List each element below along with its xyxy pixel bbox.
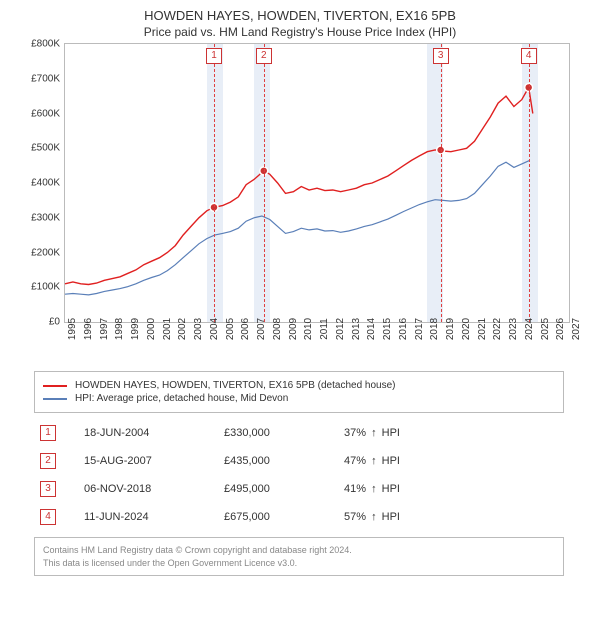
x-tick-label: 1997 [99,318,110,340]
event-row-badge: 1 [40,425,56,441]
y-tick-label: £600K [31,108,60,119]
event-row-price: £675,000 [224,511,344,523]
event-row-date: 06-NOV-2018 [84,483,224,495]
arrow-up-icon: ↑ [371,427,377,439]
x-tick-label: 2000 [146,318,157,340]
x-tick-label: 2012 [335,318,346,340]
event-row-price: £435,000 [224,455,344,467]
legend-item: HPI: Average price, detached house, Mid … [43,393,555,404]
x-tick-label: 2003 [193,318,204,340]
x-tick-label: 2002 [177,318,188,340]
x-tick-label: 2005 [225,318,236,340]
x-tick-label: 2007 [256,318,267,340]
x-tick-label: 2020 [461,318,472,340]
event-row-badge: 2 [40,453,56,469]
y-axis-labels: £0£100K£200K£300K£400K£500K£600K£700K£80… [20,43,64,323]
event-row-rel: 57% ↑ HPI [344,511,564,523]
y-tick-label: £700K [31,73,60,84]
x-tick-label: 2026 [555,318,566,340]
event-row-date: 15-AUG-2007 [84,455,224,467]
x-tick-label: 2025 [540,318,551,340]
x-tick-label: 1995 [67,318,78,340]
series-line [65,160,530,295]
event-badge: 4 [521,48,537,64]
legend-item: HOWDEN HAYES, HOWDEN, TIVERTON, EX16 5PB… [43,380,555,391]
x-tick-label: 2006 [240,318,251,340]
x-tick-label: 2022 [492,318,503,340]
y-tick-label: £500K [31,143,60,154]
legend-swatch [43,385,67,387]
plot-area: 1 2 3 4 [64,43,570,323]
attribution-line-1: Contains HM Land Registry data © Crown c… [43,544,555,557]
legend-label: HPI: Average price, detached house, Mid … [75,393,288,404]
x-tick-label: 2024 [524,318,535,340]
x-tick-label: 2015 [382,318,393,340]
x-tick-label: 2018 [429,318,440,340]
x-tick-label: 2021 [477,318,488,340]
x-tick-label: 2013 [351,318,362,340]
x-tick-label: 1996 [83,318,94,340]
event-row-date: 11-JUN-2024 [84,511,224,523]
event-row-date: 18-JUN-2004 [84,427,224,439]
x-tick-label: 2009 [288,318,299,340]
x-tick-label: 2001 [162,318,173,340]
event-line [529,44,530,322]
x-tick-label: 1999 [130,318,141,340]
x-tick-label: 2008 [272,318,283,340]
arrow-up-icon: ↑ [371,511,377,523]
series-line [65,87,533,284]
event-row-price: £330,000 [224,427,344,439]
y-tick-label: £800K [31,39,60,50]
event-badge: 1 [206,48,222,64]
event-line [264,44,265,322]
x-tick-label: 2017 [414,318,425,340]
x-tick-label: 2023 [508,318,519,340]
event-line [441,44,442,322]
chart-subtitle: Price paid vs. HM Land Registry's House … [0,23,600,43]
event-row: 3 06-NOV-2018£495,00041% ↑ HPI [34,475,564,503]
event-row: 1 18-JUN-2004£330,00037% ↑ HPI [34,419,564,447]
y-tick-label: £300K [31,212,60,223]
event-row-badge: 4 [40,509,56,525]
chart-title: HOWDEN HAYES, HOWDEN, TIVERTON, EX16 5PB [0,0,600,23]
event-line [214,44,215,322]
event-row-badge: 3 [40,481,56,497]
legend-swatch [43,398,67,400]
legend: HOWDEN HAYES, HOWDEN, TIVERTON, EX16 5PB… [34,371,564,413]
y-tick-label: £400K [31,178,60,189]
chart-container: HOWDEN HAYES, HOWDEN, TIVERTON, EX16 5PB… [0,0,600,620]
y-tick-label: £100K [31,282,60,293]
x-tick-label: 1998 [114,318,125,340]
event-row: 2 15-AUG-2007£435,00047% ↑ HPI [34,447,564,475]
event-row-rel: 41% ↑ HPI [344,483,564,495]
attribution-line-2: This data is licensed under the Open Gov… [43,557,555,570]
attribution-box: Contains HM Land Registry data © Crown c… [34,537,564,576]
arrow-up-icon: ↑ [371,455,377,467]
x-axis-labels: 1995199619971998199920002001200220032004… [64,325,570,365]
x-tick-label: 2010 [303,318,314,340]
event-badge: 2 [256,48,272,64]
events-table: 1 18-JUN-2004£330,00037% ↑ HPI 2 15-AUG-200… [34,419,564,531]
chart-area: £0£100K£200K£300K£400K£500K£600K£700K£80… [20,43,580,363]
x-tick-label: 2016 [398,318,409,340]
chart-lines [65,44,569,322]
event-row-price: £495,000 [224,483,344,495]
y-tick-label: £200K [31,247,60,258]
x-tick-label: 2014 [366,318,377,340]
event-row-rel: 37% ↑ HPI [344,427,564,439]
arrow-up-icon: ↑ [371,483,377,495]
event-row: 4 11-JUN-2024£675,00057% ↑ HPI [34,503,564,531]
legend-label: HOWDEN HAYES, HOWDEN, TIVERTON, EX16 5PB… [75,380,395,391]
event-row-rel: 47% ↑ HPI [344,455,564,467]
y-tick-label: £0 [49,317,60,328]
x-tick-label: 2004 [209,318,220,340]
event-badge: 3 [433,48,449,64]
x-tick-label: 2019 [445,318,456,340]
x-tick-label: 2011 [319,318,330,340]
x-tick-label: 2027 [571,318,582,340]
